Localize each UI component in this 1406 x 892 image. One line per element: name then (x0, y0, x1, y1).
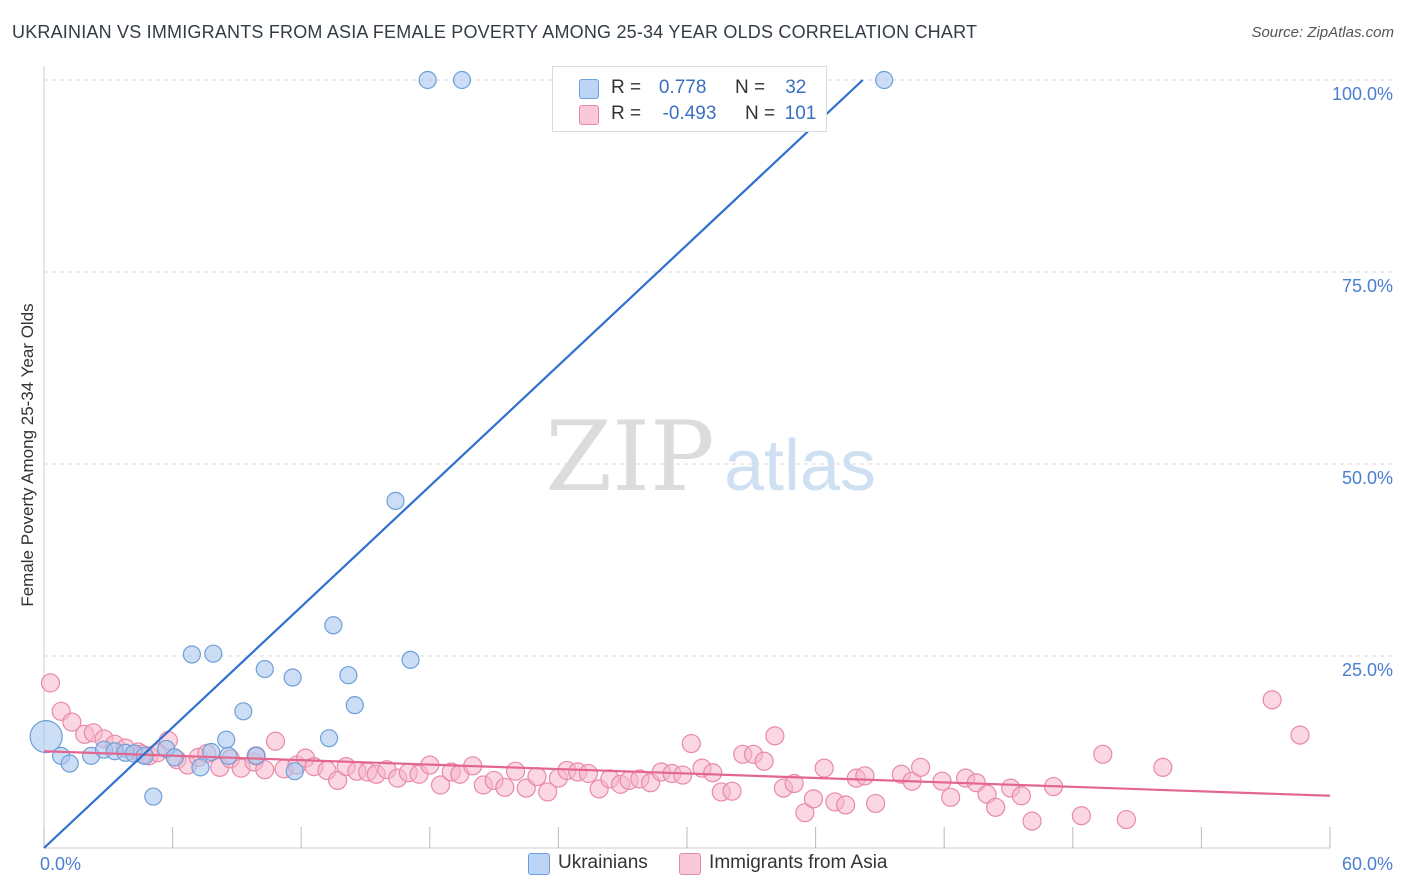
series-legend: Ukrainians Immigrants from Asia (528, 852, 913, 875)
y-tick-label-1: 50.0% (1342, 468, 1393, 488)
ukrainian-point-21 (285, 762, 304, 781)
asia-point-61 (681, 733, 701, 754)
legend-swatch-immigrants-from-asia (679, 853, 702, 875)
chart-title: UKRAINIAN VS IMMIGRANTS FROM ASIA FEMALE… (12, 22, 978, 42)
asia-point-82 (911, 757, 931, 777)
ukrainian-point-2 (60, 754, 79, 773)
asia-point-97 (1262, 690, 1282, 710)
ukrainian-point-30 (875, 70, 894, 90)
ukrainian-point-29 (452, 70, 472, 90)
asia-point-0 (40, 673, 61, 693)
n-label: N = (744, 103, 776, 124)
legend-swatch-ukrainians (528, 853, 550, 875)
asia-point-63 (703, 763, 723, 783)
r-label: R = (611, 77, 642, 98)
y-tick-label-2: 75.0% (1342, 276, 1393, 296)
r-value: -0.493 (662, 103, 717, 124)
x-tick-label-min: 0.0% (40, 854, 81, 874)
ukrainian-point-27 (401, 650, 420, 669)
swatch-immigrants-from-asia (579, 105, 599, 125)
y-tick-label-3: 100.0% (1332, 84, 1393, 104)
asia-point-46 (527, 766, 547, 787)
asia-point-88 (986, 797, 1006, 817)
asia-point-78 (855, 766, 875, 786)
asia-point-60 (673, 765, 693, 785)
asia-point-37 (430, 775, 451, 795)
stats-legend: R = 0.778 N = 32 R = -0.493 N = 101 (552, 66, 827, 132)
ukrainian-point-9 (144, 787, 163, 806)
asia-point-84 (941, 787, 961, 807)
ukrainian-point-20 (283, 668, 302, 687)
asia-point-68 (754, 751, 774, 771)
ukrainian-point-12 (182, 645, 201, 664)
asia-point-69 (765, 726, 785, 746)
asia-point-2 (62, 712, 82, 732)
ukrainian-point-11 (165, 748, 184, 767)
legend-item-immigrants-from-asia[interactable]: Immigrants from Asia (679, 852, 888, 875)
asia-point-76 (836, 795, 856, 815)
r-label: R = (611, 103, 642, 124)
ukrainian-point-15 (217, 730, 236, 749)
asia-point-74 (814, 758, 834, 778)
series-immigrants-from-asia (40, 673, 1310, 831)
asia-point-44 (505, 761, 526, 781)
legend-item-ukrainians[interactable]: Ukrainians (528, 852, 648, 875)
r-value: 0.778 (658, 77, 707, 98)
legend-label-immigrants-from-asia: Immigrants from Asia (709, 852, 888, 873)
gridlines (44, 79, 1394, 657)
asia-point-43 (495, 777, 515, 797)
watermark: ZIP atlas (545, 401, 876, 513)
asia-point-96 (1153, 757, 1173, 777)
x-tick-label-max: 60.0% (1342, 854, 1393, 874)
asia-point-72 (795, 803, 815, 823)
watermark-zip: ZIP (545, 401, 714, 513)
asia-point-93 (1071, 806, 1091, 826)
asia-point-20 (255, 760, 275, 780)
ukrainian-point-22 (319, 729, 339, 748)
asia-point-94 (1093, 744, 1113, 764)
trend-lines (43, 79, 1331, 849)
ukrainian-point-0 (29, 720, 63, 754)
asia-point-21 (265, 731, 286, 751)
axes (43, 66, 1331, 849)
ukrainian-point-26 (386, 491, 405, 510)
ukrainian-point-25 (345, 696, 364, 715)
n-label: N = (734, 77, 766, 98)
ukrainian-point-18 (247, 746, 266, 765)
swatch-ukrainians (579, 79, 599, 99)
asia-point-71 (784, 773, 804, 794)
asia-point-79 (866, 793, 886, 814)
y-axis-label: Female Poverty Among 25-34 Year Olds (18, 303, 37, 607)
source-credit: Source: ZipAtlas.com (1251, 24, 1394, 41)
asia-point-47 (538, 782, 558, 802)
ukrainian-point-14 (204, 644, 223, 663)
ukrainian-point-16 (219, 746, 238, 765)
n-value: 32 (785, 77, 807, 98)
asia-point-95 (1116, 809, 1136, 830)
watermark-atlas: atlas (724, 426, 876, 506)
y-tick-label-0: 25.0% (1342, 660, 1393, 680)
ukrainian-point-19 (255, 659, 274, 679)
ukrainian-point-24 (339, 666, 358, 685)
asia-point-51 (578, 763, 599, 784)
asia-point-27 (328, 770, 348, 791)
trend-line-ukrainians (43, 79, 864, 849)
asia-point-91 (1022, 811, 1042, 831)
ukrainian-point-17 (234, 702, 253, 721)
asia-point-73 (803, 789, 824, 809)
asia-point-98 (1290, 725, 1310, 745)
asia-point-65 (722, 781, 742, 801)
tick-labels: 25.0% 50.0% 75.0% 100.0% 0.0% 60.0% (40, 84, 1393, 874)
ukrainian-point-23 (324, 616, 343, 635)
asia-point-90 (1011, 786, 1031, 806)
n-value: 101 (784, 103, 817, 124)
ukrainian-point-13 (191, 758, 210, 777)
trend-line-immigrants-from-asia (43, 750, 1331, 797)
legend-label-ukrainians: Ukrainians (558, 852, 648, 873)
ukrainian-point-28 (418, 70, 437, 90)
